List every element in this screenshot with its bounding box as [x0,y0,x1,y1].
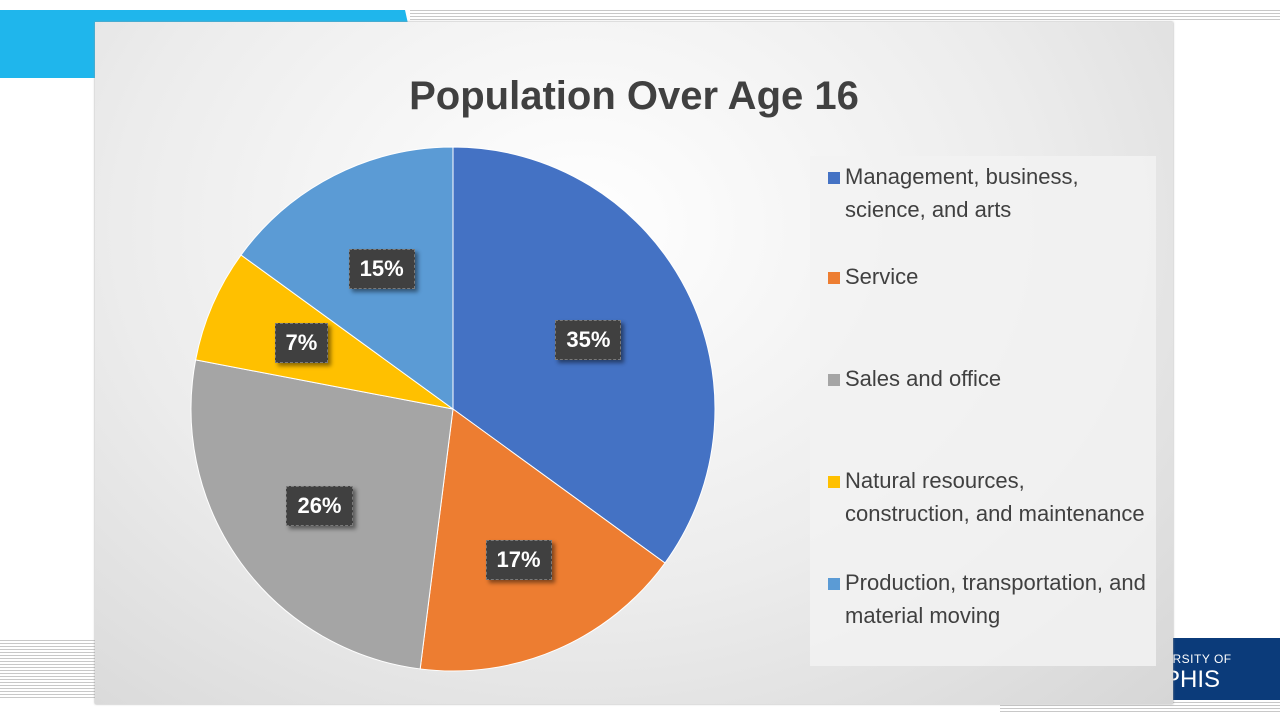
logo-text-line2: PHIS [1164,666,1221,693]
pie-chart [190,146,716,672]
legend-label: Production, transportation, and material… [845,570,1146,628]
data-label-sales: 26% [286,486,353,527]
legend-label: Natural resources, construction, and mai… [845,468,1145,526]
legend-swatch [828,476,840,488]
legend-swatch [828,272,840,284]
legend-label: Service [845,264,919,289]
bottom-left-decorative-lines [0,640,100,700]
legend-label: Sales and office [845,366,1002,391]
data-label-production: 15% [348,248,415,289]
legend-swatch [828,172,840,184]
data-label-natural-resources: 7% [274,323,329,364]
pie-slice-production [240,146,454,410]
data-label-management: 35% [555,320,622,360]
legend-swatch [828,578,840,590]
chart-title: Population Over Age 16 [409,74,859,118]
top-decorative-lines [410,10,1280,22]
data-label-service: 17% [485,540,552,581]
logo-text-line1: ERSITY OF [1164,652,1232,666]
legend-swatch [828,374,840,386]
pie-slice-service [419,408,666,672]
chart-legend: Management, business, science, and arts … [810,156,1156,666]
chart-panel: Population Over Age 16 35% 17% 26% 7% 15% Ma… [95,22,1173,704]
legend-label: Management, business, science, and arts [845,164,1079,222]
bottom-right-decorative-lines [1000,702,1280,712]
